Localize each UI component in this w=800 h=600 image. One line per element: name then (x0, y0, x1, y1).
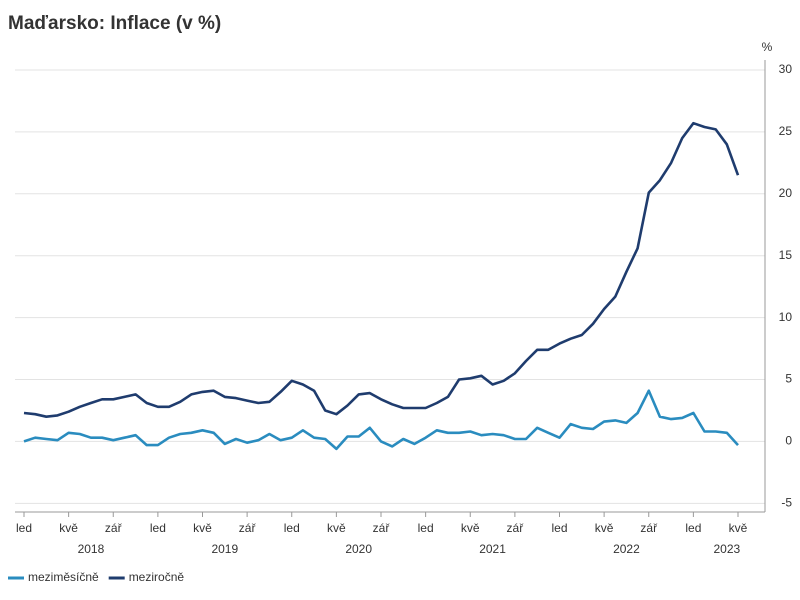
series-line (23, 121, 740, 418)
y-tick-label: 15 (779, 248, 793, 262)
x-group-label: 2020 (345, 542, 372, 556)
x-tick-label: kvě (327, 521, 346, 535)
y-tick-label: 25 (779, 124, 793, 138)
x-tick-label: kvě (595, 521, 614, 535)
legend-label: meziročně (129, 570, 185, 584)
x-tick-label: led (150, 521, 166, 535)
x-tick-label: led (685, 521, 701, 535)
series-line (23, 389, 739, 451)
x-tick-label: led (551, 521, 567, 535)
y-tick-label: 5 (785, 372, 792, 386)
x-tick-label: zář (239, 521, 257, 535)
x-tick-label: zář (507, 521, 525, 535)
x-tick-label: zář (105, 521, 123, 535)
legend-label: meziměsíčně (28, 570, 99, 584)
x-tick-label: led (16, 521, 32, 535)
y-tick-label: -5 (781, 496, 792, 510)
x-group-label: 2022 (613, 542, 640, 556)
chart-title: Maďarsko: Inflace (v %) (8, 13, 221, 34)
x-tick-label: led (418, 521, 434, 535)
y-unit: % (762, 40, 773, 54)
x-tick-label: zář (640, 521, 658, 535)
x-tick-label: kvě (461, 521, 480, 535)
y-tick-label: 0 (785, 434, 792, 448)
y-tick-label: 30 (779, 62, 793, 76)
x-tick-label: zář (373, 521, 391, 535)
x-group-label: 2018 (78, 542, 105, 556)
x-tick-label: led (284, 521, 300, 535)
x-tick-label: kvě (729, 521, 748, 535)
x-tick-label: kvě (59, 521, 78, 535)
x-group-label: 2023 (713, 542, 740, 556)
x-group-label: 2021 (479, 542, 506, 556)
y-tick-label: 20 (779, 186, 793, 200)
y-tick-label: 10 (779, 310, 793, 324)
x-group-label: 2019 (211, 542, 238, 556)
x-tick-label: kvě (193, 521, 212, 535)
